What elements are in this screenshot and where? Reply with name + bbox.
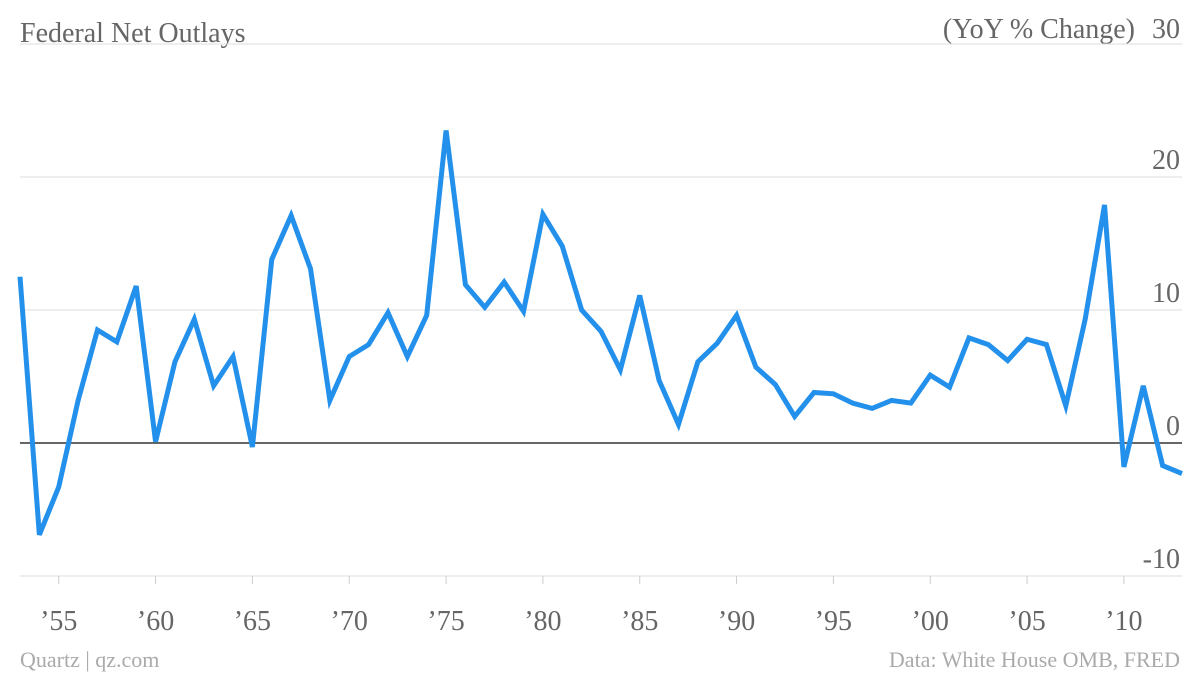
x-tick-label: ’55 [40,606,77,637]
x-tick-label: ’60 [137,606,174,637]
y-tick-label: 0 [1166,411,1180,442]
x-tick-label: ’80 [524,606,561,637]
x-tick-label: ’70 [331,606,368,637]
x-tick-label: ’05 [1008,606,1045,637]
y-tick-label: 30 [1152,14,1180,45]
data-line [17,130,1183,536]
x-tick-label: ’00 [912,606,949,637]
x-tick-label: ’90 [718,606,755,637]
x-tick-label: ’65 [234,606,271,637]
source: Data: White House OMB, FRED [889,647,1180,672]
credit: Quartz | qz.com [20,647,159,672]
x-tick-label: ’75 [427,606,464,637]
x-tick-label: ’10 [1105,606,1142,637]
x-tick-label: ’95 [815,606,852,637]
y-axis-label: (YoY % Change) [943,14,1135,45]
y-tick-label: 20 [1152,145,1180,176]
x-tick-label: ’85 [621,606,658,637]
y-tick-label: -10 [1143,544,1180,575]
y-tick-label: 10 [1152,278,1180,309]
